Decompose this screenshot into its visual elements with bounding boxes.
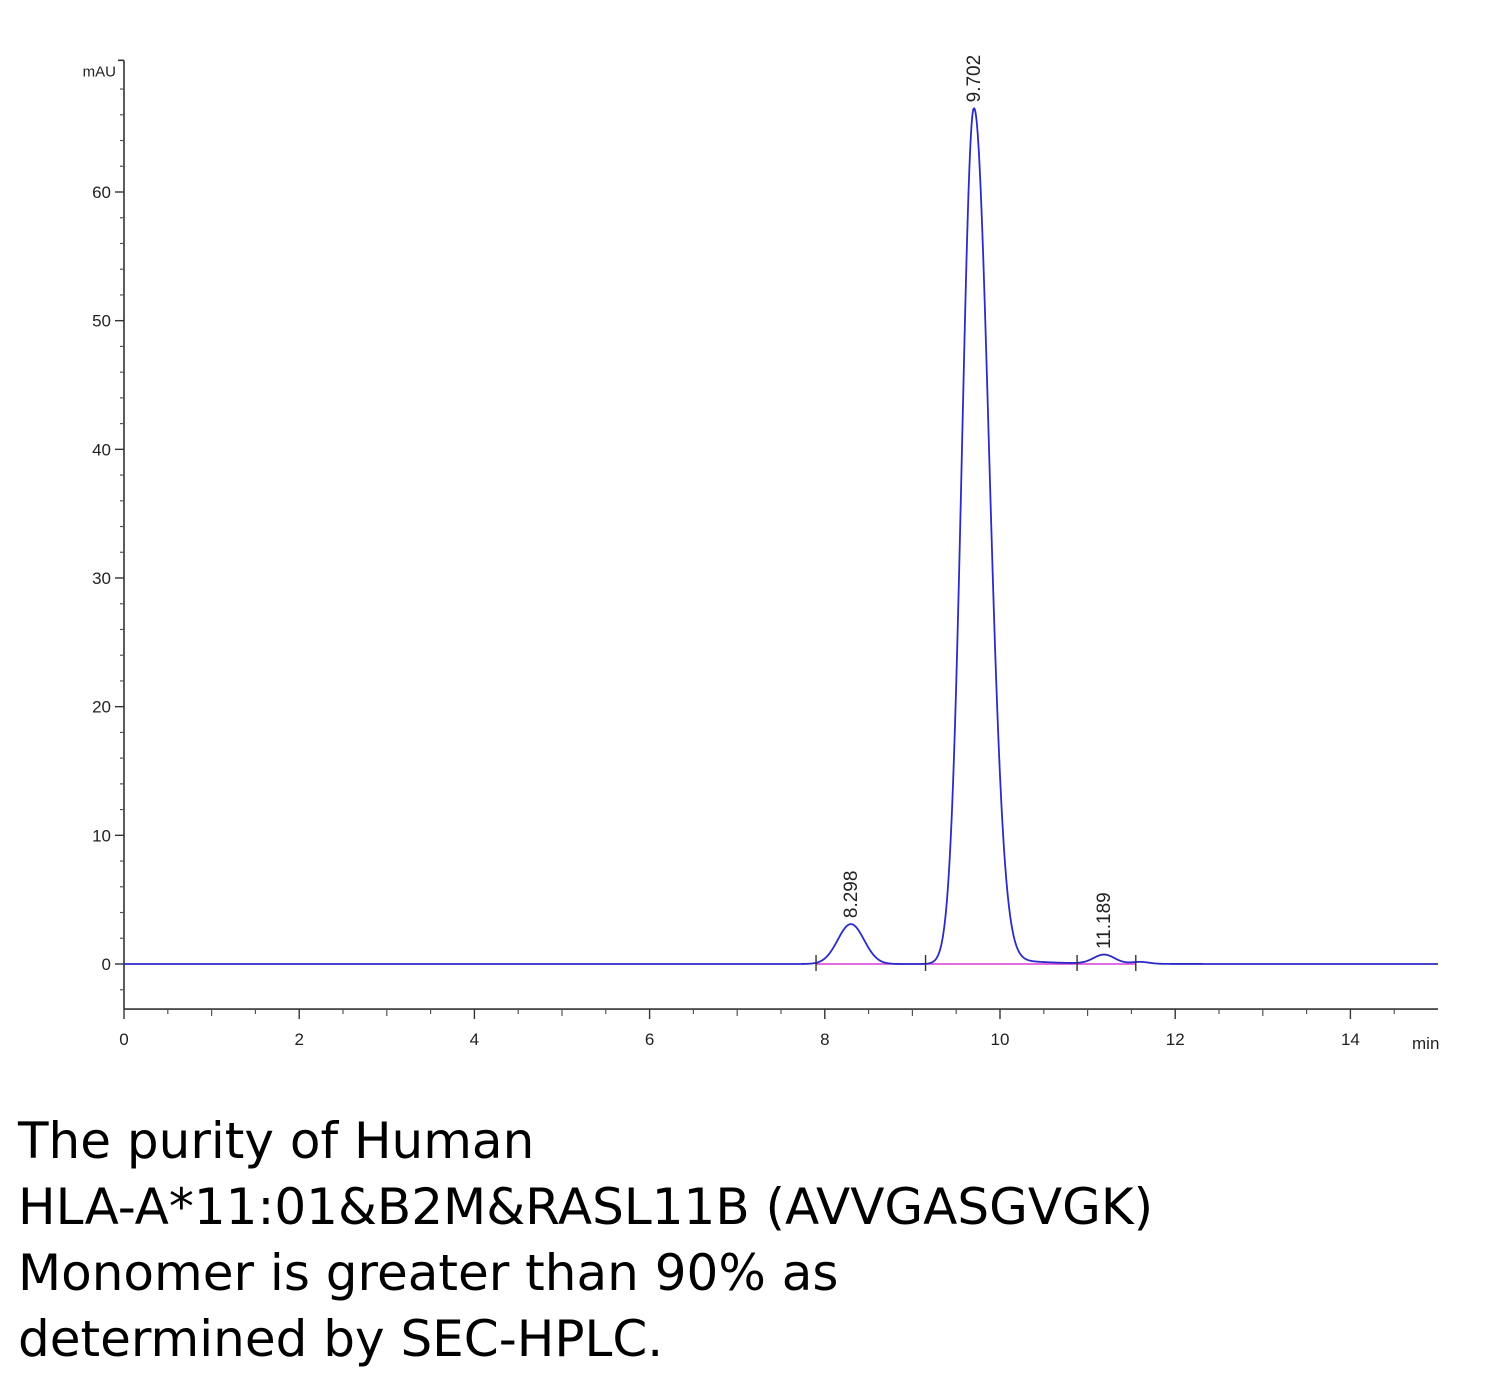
x-axis-label: min	[1412, 1034, 1439, 1053]
y-axis-label: mAU	[83, 63, 116, 80]
peak-label: 8.298	[841, 871, 862, 919]
peak-label: 9.702	[964, 55, 985, 103]
x-tick-label: 12	[1166, 1030, 1185, 1049]
integration-marks	[815, 955, 1137, 971]
caption-line-1: The purity of Human	[18, 1112, 535, 1170]
x-tick-label: 0	[119, 1030, 128, 1049]
x-tick-label: 4	[470, 1030, 479, 1049]
figure-caption: The purity of Human HLA-A*11:01&B2M&RASL…	[18, 1108, 1488, 1372]
y-tick-label: 0	[102, 955, 111, 974]
caption-line-4: determined by SEC-HPLC.	[18, 1310, 664, 1368]
y-tick-label: 10	[92, 826, 111, 845]
peak-label: 11.189	[1094, 892, 1115, 949]
y-tick-label: 20	[92, 698, 111, 717]
chromatogram-trace	[123, 107, 1439, 965]
x-tick-label: 8	[820, 1030, 829, 1049]
y-tick-label: 30	[92, 569, 111, 588]
chart-axes	[118, 59, 1438, 1010]
y-tick-label: 60	[92, 183, 111, 202]
x-tick-label: 6	[645, 1030, 654, 1049]
x-tick-label: 10	[991, 1030, 1010, 1049]
x-tick-label: 14	[1341, 1030, 1360, 1049]
chart-ticks: 0 10 20 30 40 50 60 0 2 4 6 8 10 12 14	[92, 88, 1395, 1049]
y-tick-label: 50	[92, 312, 111, 331]
chromatogram-chart: 0 10 20 30 40 50 60 0 2 4 6 8 10 12 14 8.298 9.702 11.18…	[83, 55, 1440, 1053]
caption-line-2: HLA-A*11:01&B2M&RASL11B (AVVGASGVGK)	[18, 1178, 1154, 1236]
caption-line-3: Monomer is greater than 90% as	[18, 1244, 839, 1302]
y-tick-label: 40	[92, 440, 111, 459]
x-tick-label: 2	[294, 1030, 303, 1049]
peak-labels: 8.298 9.702 11.189	[841, 55, 1115, 949]
